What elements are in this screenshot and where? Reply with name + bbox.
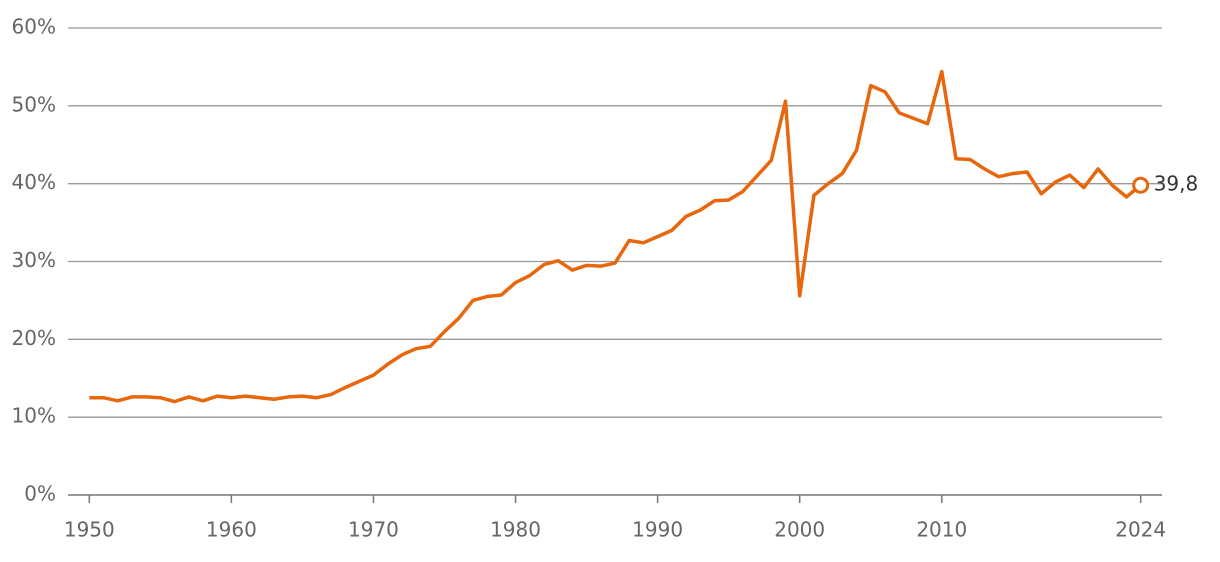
y-tick-label: 50% [12,92,56,116]
x-tick-label: 1970 [348,518,399,542]
y-tick-label: 30% [12,248,56,272]
data-line [89,69,1142,404]
x-tick-label: 2010 [916,518,967,542]
x-tick-label: 1960 [206,518,257,542]
value-label: 39,8 [1154,172,1199,196]
end-marker [1132,176,1150,194]
y-tick-label: 0% [24,482,56,506]
x-tick-label: 2024 [1115,518,1166,542]
y-tick-label: 20% [12,326,56,350]
x-tick-label: 1990 [632,518,683,542]
x-tick-label: 1950 [64,518,115,542]
y-tick-label: 40% [12,170,56,194]
y-tick-label: 60% [12,15,56,39]
x-tick-label: 1980 [490,518,541,542]
y-tick-label: 10% [12,404,56,428]
x-tick-label: 2000 [774,518,825,542]
